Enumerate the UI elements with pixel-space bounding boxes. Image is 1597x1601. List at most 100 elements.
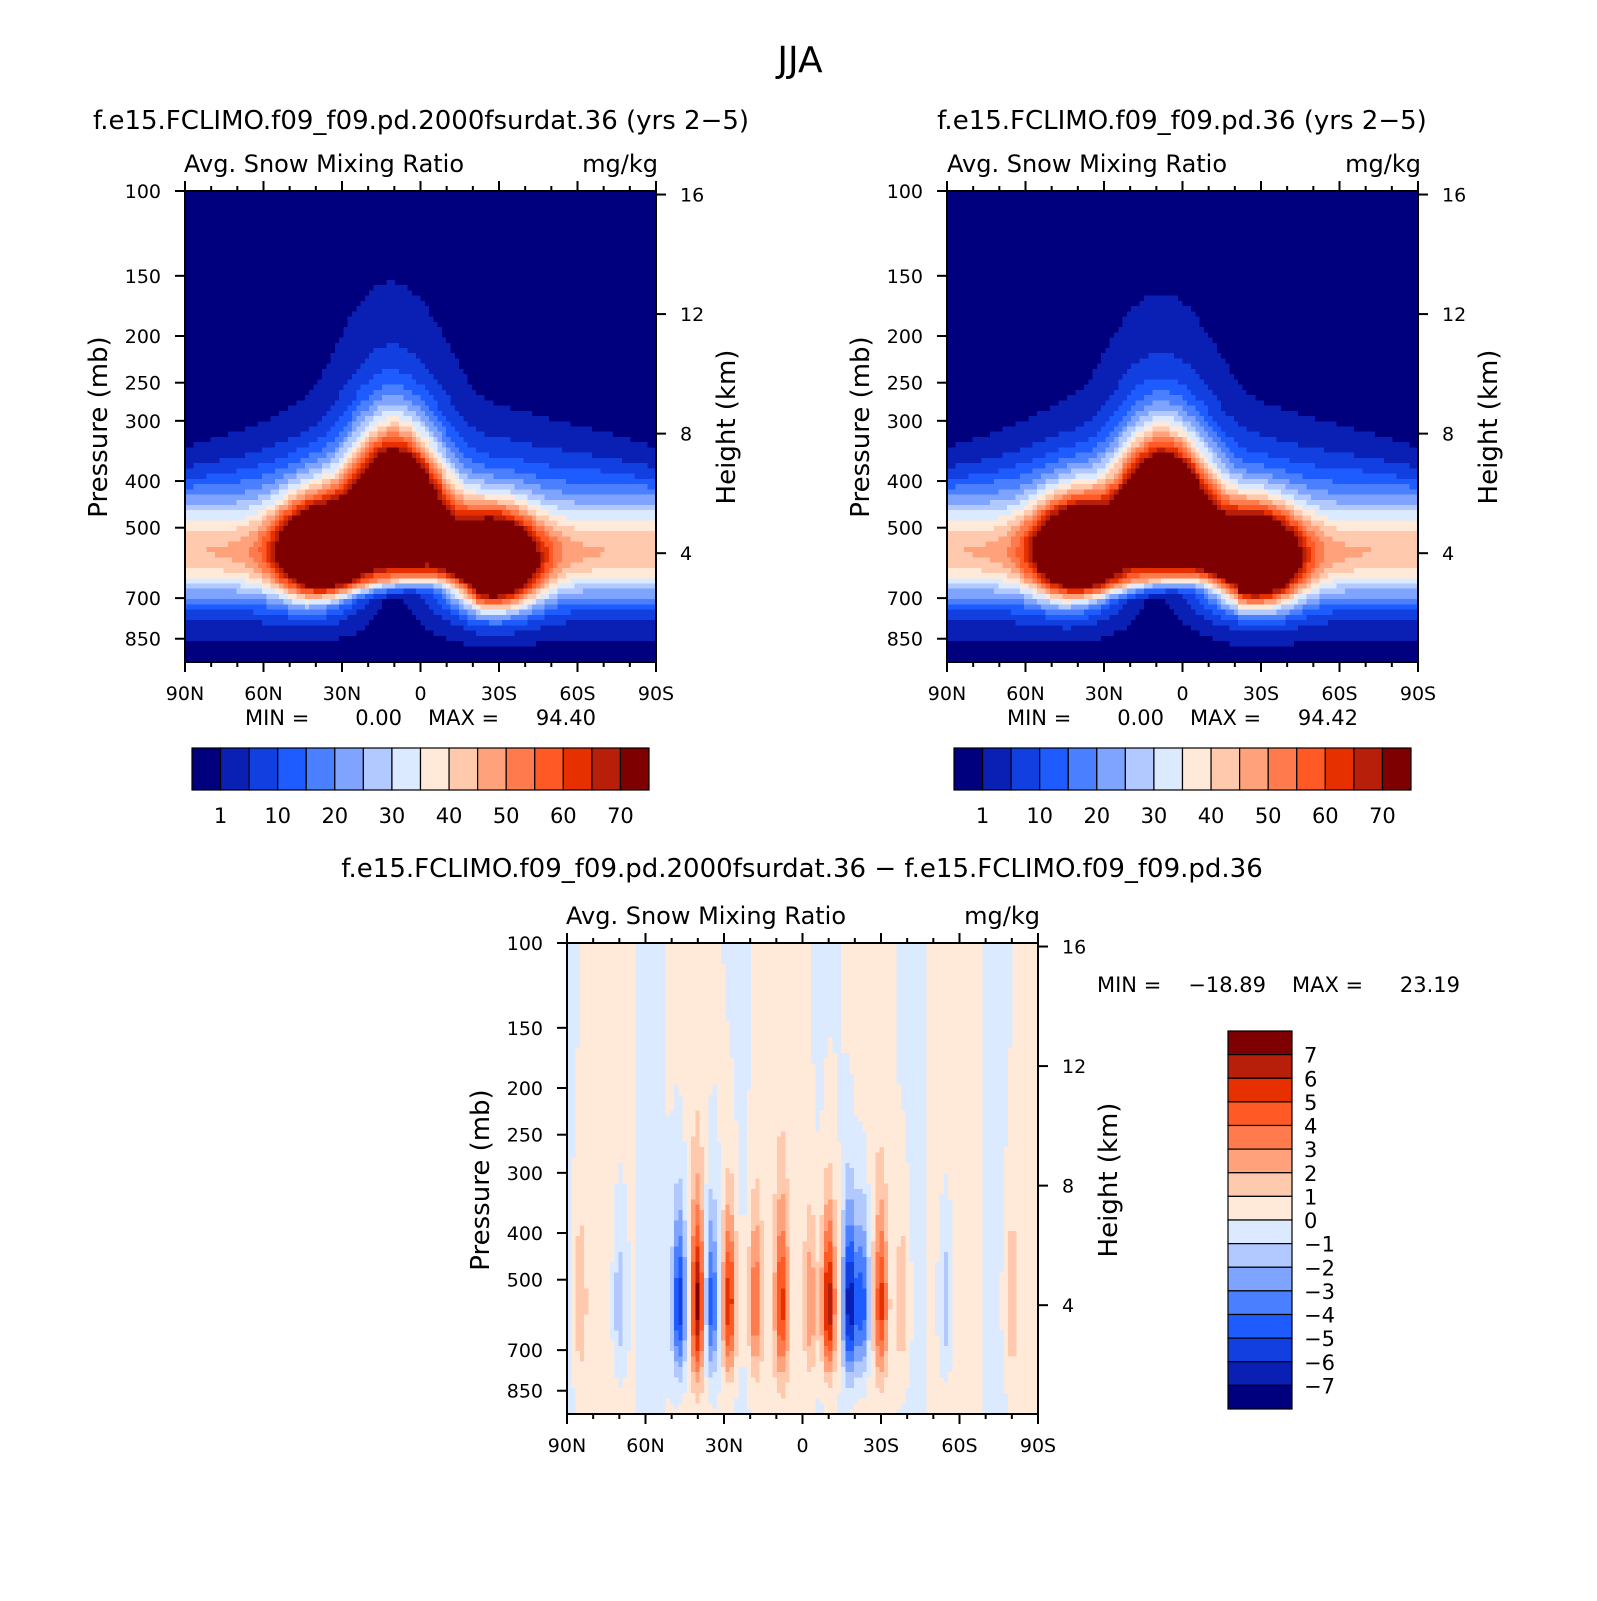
field-cell <box>549 254 554 260</box>
field-cell <box>442 196 447 202</box>
field-cell <box>523 228 528 234</box>
field-cell <box>583 212 588 218</box>
plot-cells <box>185 191 657 663</box>
field-cell <box>373 212 378 218</box>
field-cell <box>228 212 233 218</box>
field-cell <box>275 249 280 255</box>
field-cell <box>219 233 224 239</box>
field-cell <box>373 270 378 276</box>
field-cell <box>318 254 323 260</box>
field-cell <box>301 259 306 265</box>
field-cell <box>540 254 545 260</box>
field-cell <box>275 254 280 260</box>
field-cell <box>468 259 473 265</box>
field-cell <box>309 222 314 228</box>
field-cell <box>202 228 207 234</box>
field-cell <box>592 238 597 244</box>
field-cell <box>292 259 297 265</box>
field-cell <box>643 222 648 228</box>
field-cell <box>335 212 340 218</box>
field-cell <box>545 196 550 202</box>
field-cell <box>587 238 592 244</box>
field-cell <box>468 196 473 202</box>
field-cell <box>301 270 306 276</box>
field-cell <box>617 264 622 270</box>
field-cell <box>399 201 404 207</box>
field-cell <box>382 270 387 276</box>
field-cell <box>224 222 229 228</box>
field-cell <box>613 238 618 244</box>
field-cell <box>305 217 310 223</box>
field-cell <box>373 249 378 255</box>
field-cell <box>592 217 597 223</box>
field-cell <box>279 270 284 276</box>
field-cell <box>219 228 224 234</box>
field-cell <box>198 201 203 207</box>
field-cell <box>326 212 331 218</box>
field-cell <box>425 228 430 234</box>
field-cell <box>425 249 430 255</box>
field-cell <box>339 212 344 218</box>
field-cell <box>232 264 237 270</box>
field-cell <box>425 217 430 223</box>
field-cell <box>356 222 361 228</box>
field-cell <box>540 212 545 218</box>
field-cell <box>523 196 528 202</box>
field-cell <box>523 243 528 249</box>
field-cell <box>515 249 520 255</box>
field-cell <box>391 207 396 213</box>
field-cell <box>485 217 490 223</box>
field-cell <box>472 207 477 213</box>
field-cell <box>288 270 293 276</box>
field-cell <box>322 196 327 202</box>
field-cell <box>412 243 417 249</box>
field-cell <box>429 249 434 255</box>
field-cell <box>382 264 387 270</box>
field-cell <box>558 254 563 260</box>
field-cell <box>219 201 224 207</box>
field-cell <box>626 212 631 218</box>
field-cell <box>553 222 558 228</box>
field-cell <box>189 228 194 234</box>
field-cell <box>378 228 383 234</box>
field-cell <box>493 259 498 265</box>
field-cell <box>403 207 408 213</box>
field-cell <box>489 254 494 260</box>
field-cell <box>605 212 610 218</box>
field-cell <box>236 212 241 218</box>
field-cell <box>241 196 246 202</box>
field-cell <box>587 254 592 260</box>
field-cell <box>386 212 391 218</box>
field-cell <box>528 196 533 202</box>
field-cell <box>617 217 622 223</box>
field-cell <box>236 249 241 255</box>
field-cell <box>433 212 438 218</box>
field-cell <box>643 264 648 270</box>
field-cell <box>211 259 216 265</box>
field-cell <box>446 212 451 218</box>
field-cell <box>468 254 473 260</box>
field-cell <box>219 270 224 276</box>
field-cell <box>309 212 314 218</box>
field-cell <box>583 207 588 213</box>
field-cell <box>510 270 515 276</box>
field-cell <box>600 233 605 239</box>
field-cell <box>472 249 477 255</box>
field-cell <box>352 254 357 260</box>
field-cell <box>416 217 421 223</box>
field-cell <box>194 238 199 244</box>
field-cell <box>322 243 327 249</box>
field-cell <box>468 233 473 239</box>
field-cell <box>408 249 413 255</box>
field-cell <box>262 233 267 239</box>
field-cell <box>258 233 263 239</box>
field-cell <box>305 249 310 255</box>
field-cell <box>502 196 507 202</box>
field-cell <box>498 222 503 228</box>
field-cell <box>254 201 259 207</box>
field-cell <box>373 243 378 249</box>
field-cell <box>536 196 541 202</box>
field-cell <box>266 207 271 213</box>
field-cell <box>279 212 284 218</box>
field-cell <box>455 264 460 270</box>
